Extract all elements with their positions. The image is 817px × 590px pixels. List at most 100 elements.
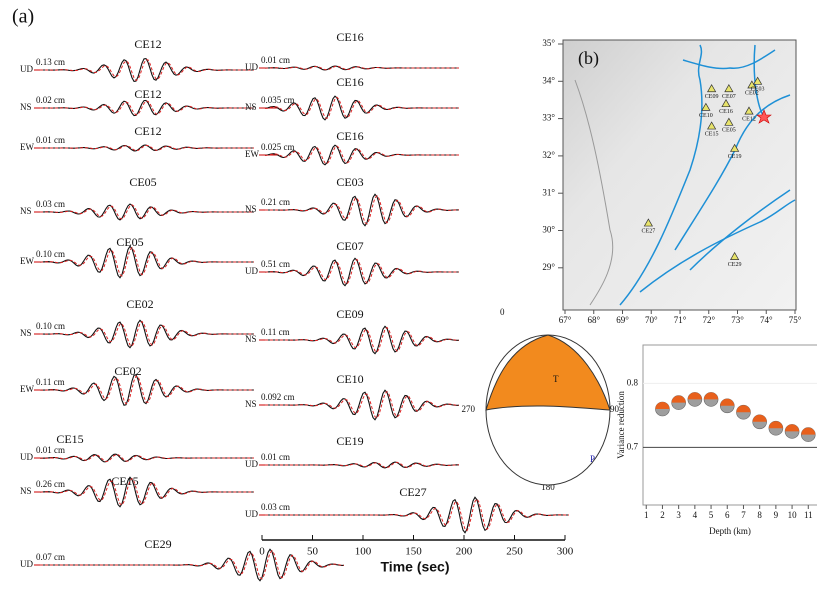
lat-tick-label: 35°: [542, 38, 555, 48]
component: UD: [245, 266, 258, 276]
station-label: CE19: [728, 154, 742, 160]
amplitude: 0.21 cm: [261, 197, 290, 207]
amplitude: 0.10 cm: [36, 321, 65, 331]
station-name: CE03: [336, 175, 363, 189]
x-tick-label: 1: [644, 510, 649, 520]
amplitude: 0.51 cm: [261, 259, 290, 269]
amplitude: 0.092 cm: [261, 392, 295, 402]
lon-tick-label: 73°: [731, 315, 744, 325]
amplitude: 0.26 cm: [36, 479, 65, 489]
x-tick-label: 4: [693, 510, 698, 520]
x-tick-label: 50: [307, 546, 319, 558]
p-axis: P: [590, 454, 595, 464]
lon-tick-label: 68°: [587, 315, 600, 325]
synthetic-waveform: [265, 260, 459, 285]
observed-waveform: [40, 454, 254, 462]
component: UD: [20, 452, 33, 462]
t-axis: T: [553, 374, 559, 384]
amplitude: 0.025 cm: [261, 142, 295, 152]
station-label: CE27: [642, 228, 656, 234]
station-name: CE16: [336, 30, 363, 44]
station-name: CE29: [144, 537, 171, 551]
x-tick-label: 100: [355, 546, 372, 558]
amplitude: 0.01 cm: [36, 135, 65, 145]
station-label: CE07: [722, 94, 736, 100]
component: UD: [20, 64, 33, 74]
mechanism-label: 270: [462, 404, 476, 414]
observed-waveform: [40, 477, 254, 506]
station-name: CE15: [111, 474, 138, 488]
y-tick-label: 0.8: [627, 377, 639, 387]
amplitude: 0.01 cm: [261, 452, 290, 462]
x-tick-label: 2: [660, 510, 665, 520]
lat-tick-label: 31°: [542, 187, 555, 197]
observed-waveform: [265, 462, 459, 468]
x-tick-label: 9: [774, 510, 779, 520]
lat-tick-label: 34°: [542, 75, 555, 85]
x-axis-label: Depth (km): [709, 526, 751, 536]
lon-tick-label: 67°: [559, 315, 572, 325]
observed-waveform: [40, 204, 254, 220]
component: UD: [245, 509, 258, 519]
station-name: CE16: [336, 129, 363, 143]
x-tick-label: 200: [456, 546, 473, 558]
amplitude: 0.07 cm: [36, 552, 65, 562]
x-tick-label: 8: [757, 510, 762, 520]
station-name: CE15: [56, 432, 83, 446]
component: NS: [20, 102, 32, 112]
station-name: CE02: [114, 364, 141, 378]
station-name: CE09: [336, 307, 363, 321]
lon-tick-label: 71°: [674, 315, 687, 325]
amplitude: 0.10 cm: [36, 249, 65, 259]
panel-label: (b): [578, 48, 599, 69]
x-tick-label: 300: [557, 546, 574, 558]
station-name: CE05: [129, 175, 156, 189]
station-name: CE27: [399, 485, 426, 499]
x-tick-label: 3: [676, 510, 681, 520]
amplitude: 0.01 cm: [261, 55, 290, 65]
station-name: CE02: [126, 297, 153, 311]
synthetic-waveform: [40, 551, 344, 579]
amplitude: 0.11 cm: [36, 377, 65, 387]
component: NS: [245, 102, 257, 112]
component: EW: [20, 256, 34, 266]
station-name: CE10: [336, 372, 363, 386]
component: EW: [20, 384, 34, 394]
component: UD: [20, 559, 33, 569]
x-tick-label: 11: [804, 510, 813, 520]
component: EW: [20, 142, 34, 152]
lat-tick-label: 33°: [542, 113, 555, 123]
lat-tick-label: 32°: [542, 150, 555, 160]
station-name: CE12: [134, 87, 161, 101]
lon-tick-label: 72°: [702, 315, 715, 325]
y-axis-label: Variance reduction: [616, 391, 626, 459]
figure: (a) (b) 0 180 270 90 T P UD0.13 cmCE12NS…: [0, 0, 817, 590]
amplitude: 0.13 cm: [36, 57, 65, 67]
observed-waveform: [265, 194, 459, 225]
lon-tick-label: 70°: [645, 315, 658, 325]
x-tick-label: 150: [405, 546, 422, 558]
observed-waveform: [40, 375, 254, 405]
x-tick-label: 7: [741, 510, 746, 520]
observed-waveform: [40, 246, 254, 277]
component: NS: [20, 486, 32, 496]
component: NS: [20, 328, 32, 338]
x-tick-label: 0: [259, 546, 265, 558]
station-label: CE10: [699, 113, 713, 119]
station-name: CE16: [336, 75, 363, 89]
component: EW: [245, 149, 259, 159]
component: UD: [245, 62, 258, 72]
component: NS: [20, 206, 32, 216]
lon-tick-label: 74°: [760, 315, 773, 325]
x-tick-label: 6: [725, 510, 730, 520]
x-axis-label: Time (sec): [381, 559, 450, 575]
amplitude: 0.03 cm: [261, 502, 290, 512]
component: NS: [245, 334, 257, 344]
y-tick-label: 0.7: [627, 441, 639, 451]
lon-tick-label: 75°: [789, 315, 802, 325]
station-name: CE07: [336, 239, 363, 253]
x-tick-label: 250: [506, 546, 523, 558]
amplitude: 0.035 cm: [261, 95, 295, 105]
station-name: CE19: [336, 434, 363, 448]
station-label: CE16: [719, 109, 733, 115]
